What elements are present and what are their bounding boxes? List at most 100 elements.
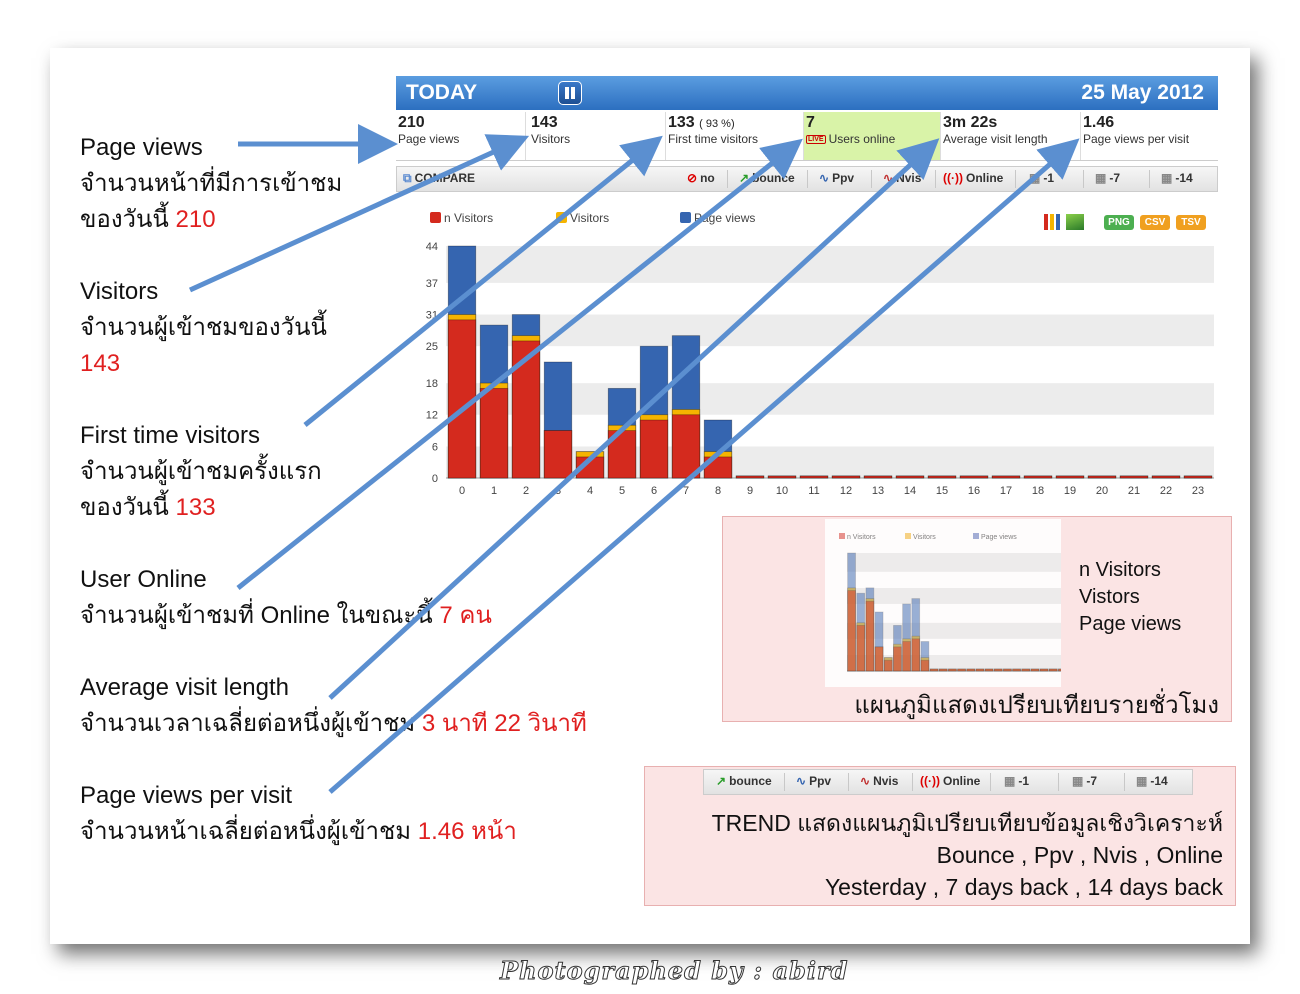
bar-page-views[interactable] [920,641,930,672]
bar-visitors[interactable] [911,635,921,672]
bar-n-visitors[interactable] [911,638,921,672]
bar-n-visitors[interactable] [893,646,902,672]
bar-n-visitors[interactable] [959,475,989,479]
bar-n-visitors[interactable] [966,668,976,672]
bar-visitors[interactable] [938,668,948,672]
bar-n-visitors[interactable] [1058,668,1061,672]
bar-n-visitors[interactable] [993,668,1003,672]
bar-visitors[interactable] [1030,668,1040,672]
bar-n-visitors[interactable] [847,590,856,672]
bar-n-visitors[interactable] [863,475,893,479]
bar-n-visitors[interactable] [927,475,957,479]
bar-n-visitors[interactable] [938,668,948,672]
trend-minus-14-button[interactable]: ▦ -14 [1136,774,1168,788]
bar-n-visitors[interactable] [1055,475,1085,479]
trend-minus-7-button[interactable]: ▦ -7 [1072,774,1098,788]
bar-n-visitors[interactable] [671,414,701,479]
bar-n-visitors[interactable] [1012,668,1021,672]
legend-n-visitors[interactable]: n Visitors [430,211,493,225]
bar-n-visitors[interactable] [1048,668,1058,672]
bar-page-views[interactable] [966,668,976,672]
bar-visitors[interactable] [874,646,884,672]
bar-n-visitors[interactable] [874,646,884,672]
bar-page-views[interactable] [948,668,957,672]
bar-page-views[interactable] [847,552,856,672]
minus-7-button[interactable]: ▦ -7 [1095,171,1121,185]
bar-visitors[interactable] [847,587,856,672]
bar-page-views[interactable] [893,625,902,672]
bar-visitors[interactable] [1012,668,1021,672]
bar-n-visitors[interactable] [479,387,509,479]
bar-visitors[interactable] [1021,668,1031,672]
bar-page-views[interactable] [993,668,1003,672]
bar-visitors[interactable] [1048,668,1058,672]
bar-page-views[interactable] [984,668,994,672]
bar-page-views[interactable] [1030,668,1040,672]
export-tsv-button[interactable]: TSV [1176,215,1206,230]
bar-page-views[interactable] [929,668,939,672]
minus-14-button[interactable]: ▦ -14 [1161,171,1193,185]
stat-page-views-per-visit[interactable]: 1.46 Page views per visit [1081,112,1218,160]
bar-page-views[interactable] [1058,668,1061,672]
pause-icon[interactable] [558,81,582,105]
bar-n-visitors[interactable] [1030,668,1040,672]
bar-page-views[interactable] [1003,668,1012,672]
bar-chart-icon[interactable] [1044,214,1060,230]
bar-page-views[interactable] [911,598,921,672]
bar-n-visitors[interactable] [948,668,957,672]
bar-visitors[interactable] [975,668,985,672]
stat-average-visit-length[interactable]: 3m 22s Average visit length [941,112,1081,160]
bar-n-visitors[interactable] [1087,475,1117,479]
trend-ppv-button[interactable]: ∿ Ppv [796,774,832,788]
export-png-button[interactable]: PNG [1104,215,1134,230]
bar-visitors[interactable] [893,643,902,672]
bar-visitors[interactable] [966,668,976,672]
bar-visitors[interactable] [993,668,1003,672]
bar-page-views[interactable] [1021,668,1031,672]
stat-visitors[interactable]: 143 Visitors [529,112,666,160]
bar-n-visitors[interactable] [883,659,893,672]
bar-page-views[interactable] [902,603,911,672]
bar-visitors[interactable] [856,622,866,672]
bar-page-views[interactable] [1012,668,1021,672]
bar-visitors[interactable] [1039,668,1049,672]
trend-nvis-button[interactable]: ∿ Nvis [860,774,899,788]
bar-n-visitors[interactable] [1021,668,1031,672]
bar-visitors[interactable] [1058,668,1061,672]
bar-n-visitors[interactable] [1003,668,1012,672]
bar-n-visitors[interactable] [799,475,829,479]
trend-online-button[interactable]: ((·)) Online [920,774,981,788]
bar-n-visitors[interactable] [767,475,797,479]
bar-n-visitors[interactable] [447,319,477,479]
bar-page-views[interactable] [865,587,875,672]
bar-n-visitors[interactable] [639,419,669,479]
bar-n-visitors[interactable] [975,668,985,672]
bar-visitors[interactable] [984,668,994,672]
bar-n-visitors[interactable] [607,430,637,479]
bar-n-visitors[interactable] [1183,475,1213,479]
ppv-button[interactable]: ∿ Ppv [819,171,855,185]
online-button[interactable]: ((·)) Online [943,171,1004,185]
no-button[interactable]: ⊘ no [687,171,715,185]
trend-minus-1-button[interactable]: ▦ -1 [1004,774,1030,788]
bar-n-visitors[interactable] [920,659,930,672]
bar-page-views[interactable] [1048,668,1058,672]
bar-n-visitors[interactable] [831,475,861,479]
area-chart-icon[interactable] [1066,214,1084,230]
bar-n-visitors[interactable] [543,430,573,479]
bar-n-visitors[interactable] [1151,475,1181,479]
bar-n-visitors[interactable] [1023,475,1053,479]
bar-page-views[interactable] [856,592,866,672]
bar-n-visitors[interactable] [957,668,966,672]
bar-visitors[interactable] [929,668,939,672]
bar-n-visitors[interactable] [865,600,875,672]
export-csv-button[interactable]: CSV [1140,215,1170,230]
bar-visitors[interactable] [902,638,911,672]
bar-n-visitors[interactable] [895,475,925,479]
bar-visitors[interactable] [948,668,957,672]
bar-n-visitors[interactable] [984,668,994,672]
bar-n-visitors[interactable] [1119,475,1149,479]
bar-visitors[interactable] [1003,668,1012,672]
bar-n-visitors[interactable] [1039,668,1049,672]
bar-n-visitors[interactable] [991,475,1021,479]
